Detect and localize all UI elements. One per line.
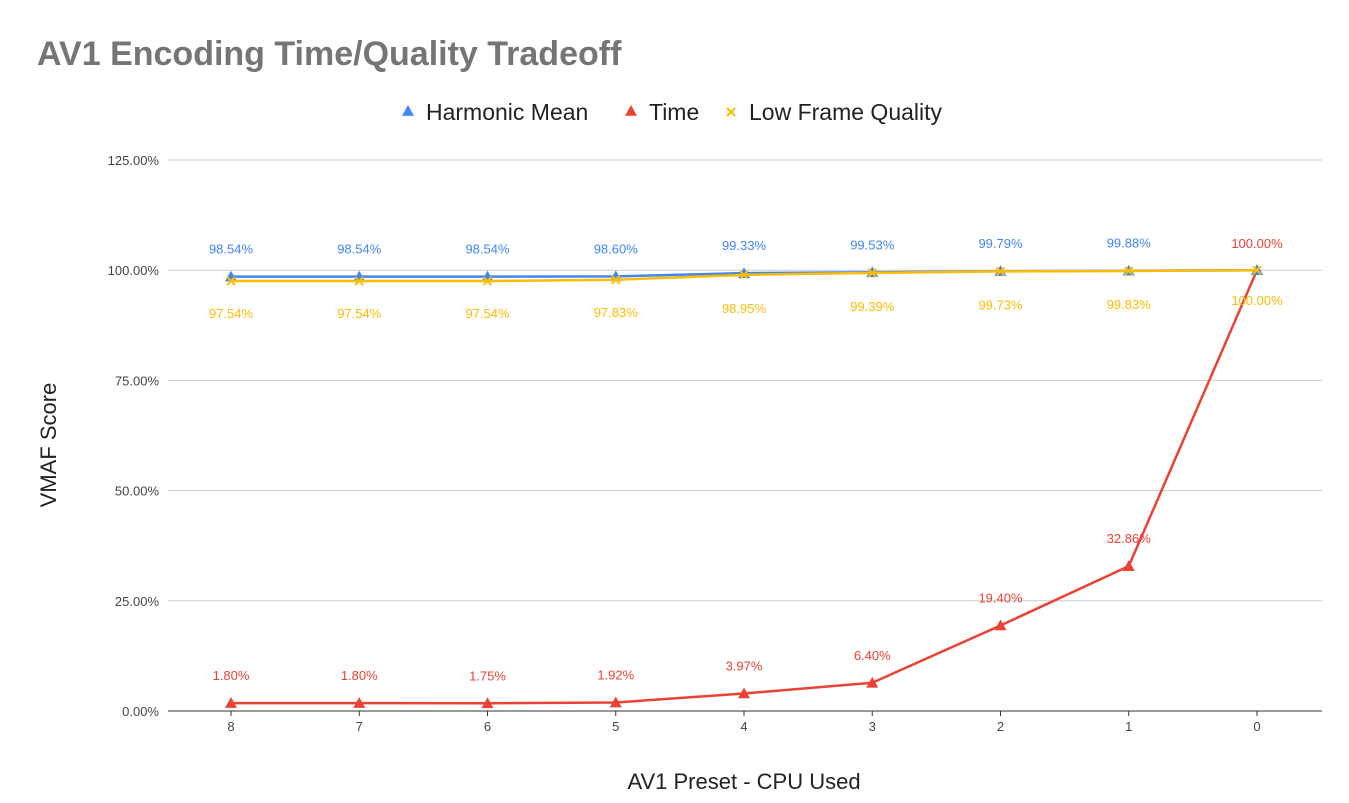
data-point — [738, 687, 750, 699]
data-label: 97.83% — [594, 305, 639, 320]
data-label: 97.54% — [465, 306, 510, 321]
data-label: 98.60% — [594, 241, 639, 256]
data-label: 32.86% — [1107, 531, 1152, 546]
legend: Harmonic Mean Time Low Frame Quality — [402, 99, 943, 125]
y-axis-ticks: 0.00% 25.00% 50.00% 75.00% 100.00% 125.00% — [108, 153, 160, 719]
legend-item: Time — [625, 99, 699, 125]
data-label: 99.33% — [722, 238, 767, 253]
marker-stroke — [739, 270, 749, 280]
legend-marker — [402, 105, 414, 116]
data-label: 99.83% — [1107, 297, 1152, 312]
x-tick-label: 5 — [612, 719, 619, 734]
legend-marker — [625, 105, 637, 116]
data-label: 19.40% — [978, 590, 1023, 605]
x-tick-label: 1 — [1125, 719, 1132, 734]
legend-label: Harmonic Mean — [426, 99, 588, 125]
marker-stroke — [611, 275, 621, 285]
x-tick-label: 8 — [227, 719, 234, 734]
y-tick-label: 125.00% — [108, 153, 160, 168]
legend-item: Low Frame Quality — [726, 99, 943, 125]
y-tick-label: 25.00% — [115, 594, 160, 609]
data-point — [226, 276, 236, 286]
marker-stroke — [995, 266, 1006, 277]
data-point — [354, 276, 364, 286]
data-label: 99.79% — [978, 236, 1023, 251]
y-tick-label: 100.00% — [108, 263, 160, 278]
data-point — [995, 266, 1006, 277]
data-point — [867, 268, 877, 278]
data-point — [739, 270, 749, 280]
data-label: 99.73% — [978, 297, 1023, 312]
x-tick-label: 3 — [869, 719, 876, 734]
x-tick-label: 2 — [997, 719, 1004, 734]
legend-label: Time — [649, 99, 699, 125]
marker-stroke — [226, 276, 236, 286]
data-label: 97.54% — [337, 306, 382, 321]
x-tick-label: 4 — [740, 719, 747, 734]
data-point — [1122, 560, 1135, 571]
x-axis-title: AV1 Preset - CPU Used — [627, 769, 860, 794]
data-point — [482, 276, 493, 286]
legend-item: Harmonic Mean — [402, 99, 588, 125]
data-label: 98.54% — [337, 242, 382, 257]
series-line — [231, 269, 1259, 705]
data-label: 99.88% — [1107, 236, 1152, 251]
marker-stroke — [1124, 266, 1134, 276]
marker-stroke — [867, 268, 877, 278]
y-tick-label: 0.00% — [122, 704, 159, 719]
x-tick-label: 7 — [356, 719, 363, 734]
chart-title: AV1 Encoding Time/Quality Tradeoff — [37, 35, 622, 73]
data-label: 98.54% — [465, 242, 510, 257]
data-point — [609, 696, 622, 708]
series-layer — [225, 264, 1263, 709]
data-point — [481, 697, 494, 709]
data-label: 100.00% — [1231, 236, 1283, 251]
x-tick-label: 6 — [484, 719, 491, 734]
data-point — [994, 619, 1007, 631]
data-label: 1.75% — [469, 668, 506, 683]
legend-label: Low Frame Quality — [749, 99, 943, 125]
data-label: 99.39% — [850, 299, 895, 314]
data-label: 98.54% — [209, 242, 254, 257]
data-point — [1252, 265, 1262, 275]
data-point — [353, 697, 366, 708]
data-label: 3.97% — [726, 659, 763, 674]
data-label: 1.92% — [597, 668, 634, 683]
data-point — [225, 697, 237, 708]
y-tick-label: 75.00% — [115, 373, 160, 388]
data-label: 99.53% — [850, 237, 895, 252]
data-label: 97.54% — [209, 306, 254, 321]
y-tick-label: 50.00% — [115, 484, 160, 499]
x-axis-ticks: 8 7 6 5 4 3 2 1 0 — [227, 711, 1261, 734]
data-label: 1.80% — [213, 668, 250, 683]
marker-stroke — [1252, 265, 1262, 275]
x-tick-label: 0 — [1253, 719, 1260, 734]
y-axis-title: VMAF Score — [36, 383, 61, 508]
data-label: 6.40% — [854, 648, 891, 663]
marker-stroke — [354, 276, 364, 286]
data-label: 100.00% — [1231, 293, 1283, 308]
data-labels: 98.54% 98.54% 98.54% 98.60% 99.33% 99.53% 99.7… — [209, 236, 1283, 684]
data-point — [611, 275, 621, 285]
data-point — [1124, 266, 1134, 276]
data-label: 98.95% — [722, 301, 767, 316]
legend-marker — [726, 107, 736, 117]
marker-stroke — [482, 276, 493, 286]
data-label: 1.80% — [341, 668, 378, 683]
data-point — [866, 676, 879, 688]
